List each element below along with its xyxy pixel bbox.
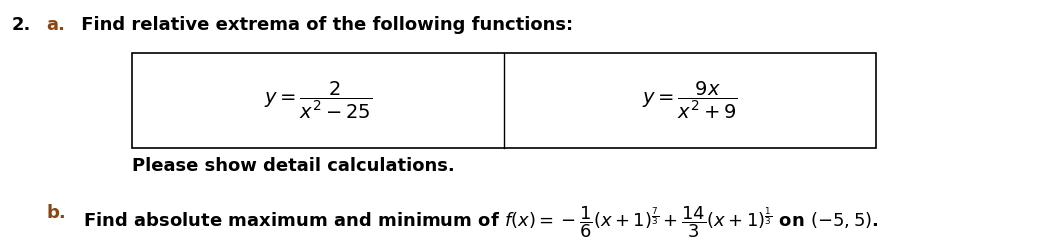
Text: b.: b.	[46, 204, 66, 222]
Text: Please show detail calculations.: Please show detail calculations.	[132, 157, 455, 175]
Text: $y = \dfrac{2}{x^2 - 25}$: $y = \dfrac{2}{x^2 - 25}$	[264, 80, 372, 122]
Text: Find absolute maximum and minimum of $f(x) = -\dfrac{1}{6}(x+1)^{\frac{7}{3}} + : Find absolute maximum and minimum of $f(…	[77, 204, 878, 240]
Text: 2.: 2.	[12, 17, 31, 35]
Text: a.: a.	[46, 17, 65, 35]
Text: Find relative extrema of the following functions:: Find relative extrema of the following f…	[75, 17, 573, 35]
Text: $y = \dfrac{9x}{x^2 + 9}$: $y = \dfrac{9x}{x^2 + 9}$	[642, 80, 738, 122]
